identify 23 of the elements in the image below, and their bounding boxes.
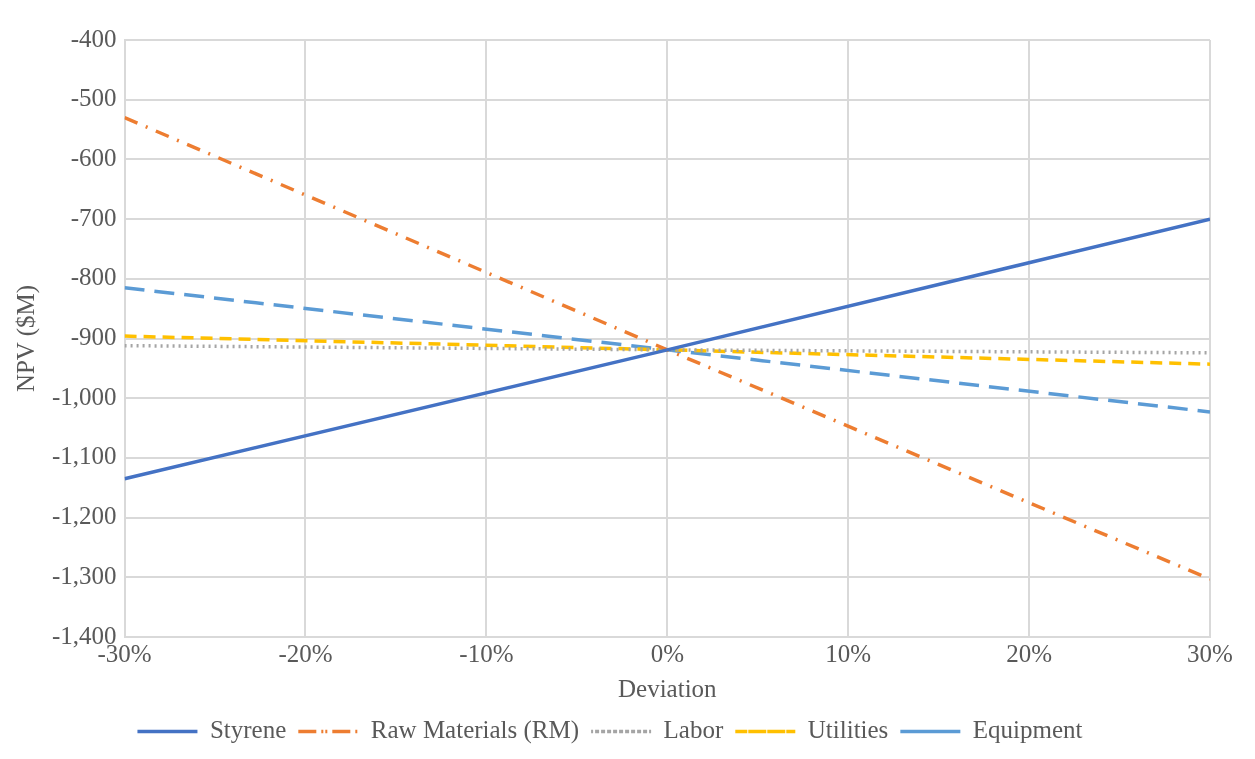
x-axis-title: Deviation xyxy=(617,674,718,702)
legend-label: Equipment xyxy=(972,716,1083,744)
x-tick-label: 30% xyxy=(1187,639,1233,667)
x-tick-label: 0% xyxy=(650,639,684,667)
y-tick-label: -1,300 xyxy=(52,561,117,589)
legend-label: Raw Materials (RM) xyxy=(370,716,580,745)
y-tick-label: -700 xyxy=(70,203,117,231)
legend-label: Utilities xyxy=(807,716,889,744)
legend-label: Labor xyxy=(663,716,724,744)
x-tick-label: -10% xyxy=(459,639,514,667)
y-tick-label: -1,000 xyxy=(52,382,117,410)
y-tick-label: -600 xyxy=(70,143,117,171)
y-tick-label: -500 xyxy=(70,84,117,112)
x-tick-label: -20% xyxy=(278,639,333,667)
y-axis-title: NPV ($M) xyxy=(11,284,40,393)
x-tick-label: 20% xyxy=(1006,639,1053,667)
y-tick-label: -800 xyxy=(70,263,117,291)
y-tick-label: -1,200 xyxy=(52,502,117,530)
y-tick-label: -900 xyxy=(70,323,117,351)
x-tick-label: 10% xyxy=(825,639,872,667)
y-tick-label: -1,100 xyxy=(52,442,117,470)
y-tick-label: -400 xyxy=(70,24,117,52)
legend-label: Styrene xyxy=(209,716,287,744)
